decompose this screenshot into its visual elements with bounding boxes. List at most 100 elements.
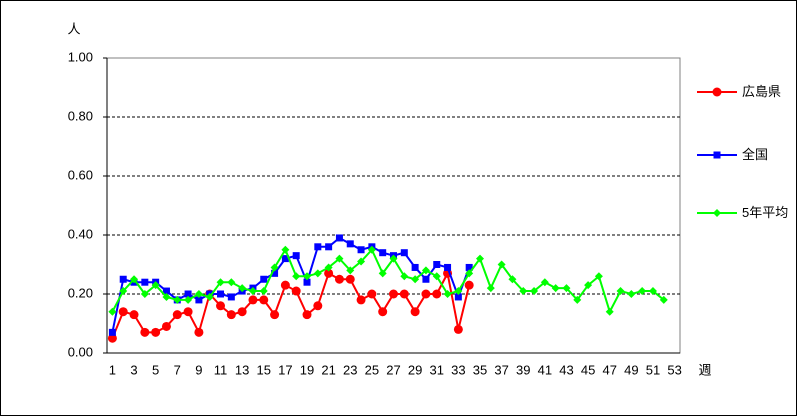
x-tick-label: 41	[538, 362, 552, 377]
marker	[292, 252, 300, 260]
marker	[324, 263, 333, 272]
marker	[444, 263, 452, 271]
marker	[530, 287, 539, 296]
series-line	[111, 270, 471, 339]
x-tick-label: 35	[473, 362, 487, 377]
marker	[400, 249, 408, 257]
marker	[324, 268, 334, 278]
marker	[141, 278, 149, 286]
y-tick-label: 0.20	[68, 285, 93, 300]
marker	[216, 278, 225, 287]
marker	[335, 234, 343, 242]
marker	[260, 275, 268, 283]
marker	[594, 272, 603, 281]
marker	[659, 295, 668, 304]
marker	[400, 272, 409, 281]
marker	[161, 321, 171, 331]
y-tick-label: 0.00	[68, 344, 93, 359]
marker	[573, 295, 582, 304]
x-tick-label: 9	[195, 362, 202, 377]
marker	[421, 289, 431, 299]
series-line	[111, 236, 471, 333]
marker	[130, 275, 139, 284]
marker	[313, 301, 323, 311]
marker	[216, 301, 226, 311]
marker	[638, 287, 647, 296]
x-tick-label: 1	[109, 362, 116, 377]
marker	[584, 281, 593, 290]
x-tick-label: 29	[408, 362, 422, 377]
y-tick-label: 0.60	[68, 167, 93, 182]
marker	[280, 280, 290, 290]
marker	[194, 290, 203, 298]
marker	[118, 307, 128, 317]
marker	[464, 280, 474, 290]
marker	[389, 289, 398, 299]
y-tick-label: 0.40	[68, 226, 93, 241]
marker	[162, 287, 170, 295]
marker	[379, 249, 387, 257]
x-tick-label: 3	[130, 362, 137, 377]
x-tick-label: 21	[321, 362, 335, 377]
marker	[346, 266, 355, 275]
marker	[183, 307, 193, 317]
x-tick-label: 43	[559, 362, 573, 377]
x-tick-label: 11	[214, 362, 228, 377]
marker	[399, 289, 409, 299]
marker	[205, 292, 214, 301]
y-tick-label: 1.00	[68, 49, 93, 64]
x-tick-label: 53	[667, 362, 681, 377]
marker	[172, 310, 182, 320]
x-tick-label: 19	[300, 362, 314, 377]
plot-area	[106, 57, 681, 354]
marker	[519, 287, 528, 296]
marker	[432, 289, 442, 299]
marker	[270, 263, 279, 272]
x-tick-label: 39	[516, 362, 530, 377]
marker	[465, 269, 474, 278]
marker	[335, 254, 344, 263]
marker	[325, 243, 333, 251]
marker	[454, 293, 462, 301]
marker	[357, 246, 365, 254]
marker	[184, 295, 193, 304]
marker	[184, 290, 192, 298]
x-axis-label: 週	[698, 362, 711, 377]
x-tick-label: 51	[646, 362, 660, 377]
marker	[107, 333, 117, 343]
x-tick-label: 13	[235, 362, 249, 377]
marker	[356, 295, 366, 305]
marker	[292, 272, 301, 281]
x-tick-label: 15	[257, 362, 271, 377]
marker	[486, 284, 495, 293]
marker	[119, 275, 127, 283]
marker	[259, 287, 268, 296]
marker	[281, 255, 289, 263]
marker	[237, 307, 247, 317]
marker	[226, 310, 236, 320]
x-tick-label: 47	[602, 362, 616, 377]
marker	[119, 287, 128, 296]
y-axis-label: 人	[67, 21, 80, 36]
marker	[433, 261, 441, 268]
marker	[238, 284, 247, 293]
marker	[378, 307, 388, 317]
marker	[453, 324, 463, 334]
marker	[551, 284, 560, 293]
marker	[151, 281, 160, 290]
marker	[421, 266, 430, 275]
marker	[540, 278, 549, 287]
marker	[454, 287, 463, 296]
marker	[378, 269, 387, 278]
x-tick-label: 5	[152, 362, 159, 377]
marker	[108, 307, 117, 316]
marker	[346, 240, 354, 248]
x-tick-label: 33	[451, 362, 465, 377]
legend-marker	[712, 87, 722, 97]
legend-marker	[713, 151, 721, 159]
marker	[248, 287, 257, 296]
marker	[248, 295, 258, 305]
x-tick-label: 7	[174, 362, 181, 377]
x-tick-label: 49	[624, 362, 638, 377]
